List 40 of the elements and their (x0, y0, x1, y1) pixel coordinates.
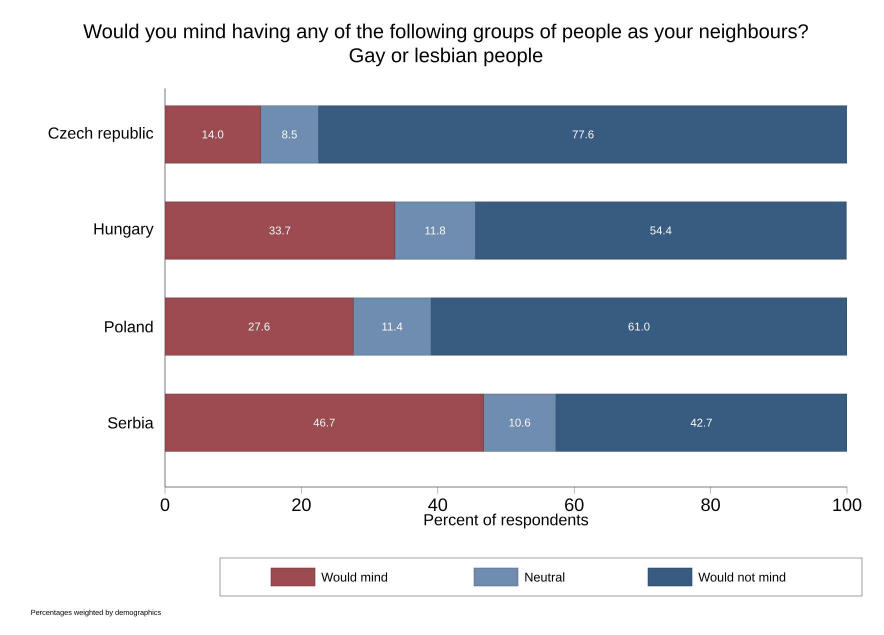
data-label: 33.7 (269, 226, 290, 235)
legend-label: Would mind (321, 572, 388, 582)
bar (318, 106, 848, 164)
x-tick-label: 0 (160, 498, 170, 512)
data-label: 54.4 (650, 226, 672, 234)
y-tick-label: Czech republic (48, 126, 154, 142)
data-label: 8.5 (282, 130, 297, 138)
bar (430, 298, 848, 356)
bar (475, 202, 847, 260)
x-tick-label: 20 (292, 498, 311, 512)
data-label: 11.8 (425, 226, 446, 235)
chart-title: Would you mind having any of the following groups of people as your neighbours? (83, 24, 808, 42)
data-label: 77.6 (572, 130, 594, 138)
bar (394, 202, 476, 260)
data-label: 14.0 (202, 130, 224, 138)
data-label: 10.6 (509, 418, 530, 427)
x-tick-label: 100 (833, 498, 862, 512)
data-label: 27.6 (248, 322, 270, 331)
bar (483, 394, 556, 452)
bar (165, 298, 354, 356)
x-axis-title: Percent of respondents (424, 514, 588, 529)
data-label: 46.7 (313, 418, 335, 427)
x-tick-label: 80 (701, 498, 720, 512)
bar (352, 298, 432, 356)
y-tick-label: Hungary (94, 223, 154, 238)
chart-subtitle: Gay or lesbian people (350, 48, 542, 66)
bar (556, 394, 848, 452)
data-label: 42.7 (690, 418, 712, 427)
x-tick-label: 60 (565, 498, 584, 512)
data-label: 11.4 (382, 322, 402, 330)
bar (260, 106, 319, 164)
bar (165, 394, 484, 452)
x-tick-label: 40 (428, 498, 448, 512)
data-label: 61.0 (628, 322, 650, 331)
legend-label: Neutral (525, 572, 564, 582)
bar (165, 202, 396, 260)
y-tick-label: Poland (105, 320, 153, 332)
legend-label: Would not mind (698, 572, 786, 582)
y-tick-label: Serbia (108, 416, 154, 429)
bar (165, 106, 261, 164)
